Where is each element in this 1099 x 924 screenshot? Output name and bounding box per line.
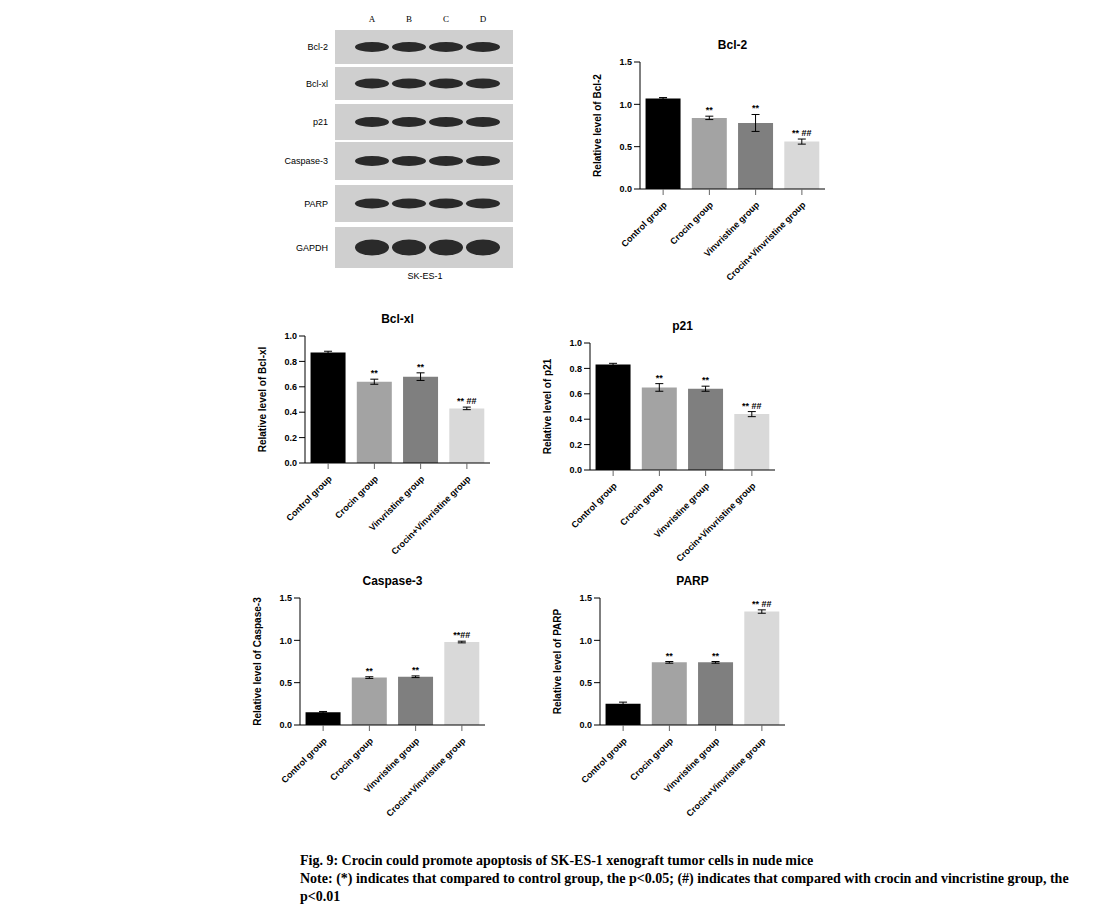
- svg-text:**##: **##: [453, 630, 470, 640]
- svg-text:Crocin+Vinvristine group: Crocin+Vinvristine group: [389, 473, 473, 557]
- svg-text:0.5: 0.5: [279, 678, 292, 688]
- svg-text:**: **: [666, 651, 674, 661]
- svg-text:Crocin+Vinvristine group: Crocin+Vinvristine group: [384, 735, 468, 819]
- svg-text:Crocin+Vinvristine group: Crocin+Vinvristine group: [674, 480, 758, 564]
- svg-text:Crocin group: Crocin group: [618, 480, 665, 527]
- svg-text:D: D: [480, 14, 487, 24]
- svg-text:Control group: Control group: [619, 199, 669, 249]
- svg-text:B: B: [406, 14, 412, 24]
- svg-text:Crocin group: Crocin group: [628, 735, 675, 782]
- html-text:Caspase-3: Caspase-3: [362, 574, 423, 588]
- svg-text:1.5: 1.5: [619, 57, 632, 67]
- svg-text:0.0: 0.0: [279, 720, 292, 730]
- svg-text:0.2: 0.2: [569, 440, 582, 450]
- svg-text:0.0: 0.0: [284, 458, 297, 468]
- svg-text:** ##: ** ##: [792, 128, 812, 138]
- svg-text:**: **: [412, 665, 420, 675]
- svg-text:Crocin+Vinvristine group: Crocin+Vinvristine group: [684, 735, 768, 819]
- svg-text:1.0: 1.0: [284, 331, 297, 341]
- svg-text:Bcl-2: Bcl-2: [307, 42, 328, 52]
- svg-text:0.0: 0.0: [619, 184, 632, 194]
- svg-text:**: **: [366, 666, 374, 676]
- svg-text:**: **: [371, 368, 379, 378]
- svg-text:**: **: [702, 375, 710, 385]
- svg-text:0.8: 0.8: [284, 357, 297, 367]
- svg-text:SK-ES-1: SK-ES-1: [407, 271, 442, 281]
- html-text:Note: (*) indicates that compa: Note: (*) indicates that compared to con…: [300, 871, 1069, 904]
- svg-text:0.0: 0.0: [579, 720, 592, 730]
- svg-text:Relative level of Bcl-2: Relative level of Bcl-2: [592, 74, 603, 177]
- svg-text:0.6: 0.6: [569, 389, 582, 399]
- svg-text:PARP: PARP: [304, 199, 328, 209]
- svg-text:Control group: Control group: [579, 735, 629, 785]
- svg-text:Crocin group: Crocin group: [328, 735, 375, 782]
- svg-text:**: **: [706, 105, 714, 115]
- svg-text:0.6: 0.6: [284, 382, 297, 392]
- svg-text:Relative level of PARP: Relative level of PARP: [552, 608, 563, 714]
- svg-text:GAPDH: GAPDH: [296, 243, 328, 253]
- svg-text:** ##: ** ##: [457, 396, 477, 406]
- svg-text:Caspase-3: Caspase-3: [284, 156, 328, 166]
- svg-text:0.5: 0.5: [619, 142, 632, 152]
- svg-text:0.5: 0.5: [579, 678, 592, 688]
- svg-text:0.4: 0.4: [284, 407, 297, 417]
- svg-text:** ##: ** ##: [742, 401, 762, 411]
- svg-text:Relative level of Caspase-3: Relative level of Caspase-3: [252, 597, 263, 726]
- html-text:p21: p21: [672, 319, 693, 333]
- svg-text:1.5: 1.5: [279, 593, 292, 603]
- svg-text:1.0: 1.0: [279, 636, 292, 646]
- svg-text:Relative level of Bcl-xl: Relative level of Bcl-xl: [257, 346, 268, 452]
- svg-text:Control group: Control group: [569, 480, 619, 530]
- svg-text:Bcl-xl: Bcl-xl: [306, 79, 328, 89]
- svg-text:1.0: 1.0: [569, 338, 582, 348]
- svg-text:1.0: 1.0: [579, 636, 592, 646]
- svg-text:0.8: 0.8: [569, 364, 582, 374]
- svg-text:p21: p21: [313, 117, 328, 127]
- svg-text:0.0: 0.0: [569, 465, 582, 475]
- html-text:Fig. 9: Crocin could promote a: Fig. 9: Crocin could promote apoptosis o…: [300, 853, 814, 868]
- html-text:PARP: PARP: [676, 574, 709, 588]
- svg-text:Crocin group: Crocin group: [668, 199, 715, 246]
- svg-text:0.2: 0.2: [284, 433, 297, 443]
- html-text:Bcl-xl: Bcl-xl: [381, 312, 414, 326]
- svg-text:A: A: [369, 14, 376, 24]
- svg-text:Control group: Control group: [284, 473, 334, 523]
- svg-text:1.0: 1.0: [619, 100, 632, 110]
- svg-text:Crocin+Vinvristine group: Crocin+Vinvristine group: [724, 199, 808, 283]
- svg-text:C: C: [443, 14, 449, 24]
- html-text:Bcl-2: Bcl-2: [717, 38, 748, 52]
- svg-text:Crocin group: Crocin group: [333, 473, 380, 520]
- svg-text:Relative level of p21: Relative level of p21: [542, 358, 553, 454]
- svg-text:**: **: [712, 651, 720, 661]
- svg-text:0.4: 0.4: [569, 414, 582, 424]
- svg-text:**: **: [656, 373, 664, 383]
- svg-text:1.5: 1.5: [579, 593, 592, 603]
- svg-text:Control group: Control group: [279, 735, 329, 785]
- svg-text:**: **: [752, 103, 760, 113]
- svg-text:**: **: [417, 362, 425, 372]
- svg-text:** ##: ** ##: [752, 599, 772, 609]
